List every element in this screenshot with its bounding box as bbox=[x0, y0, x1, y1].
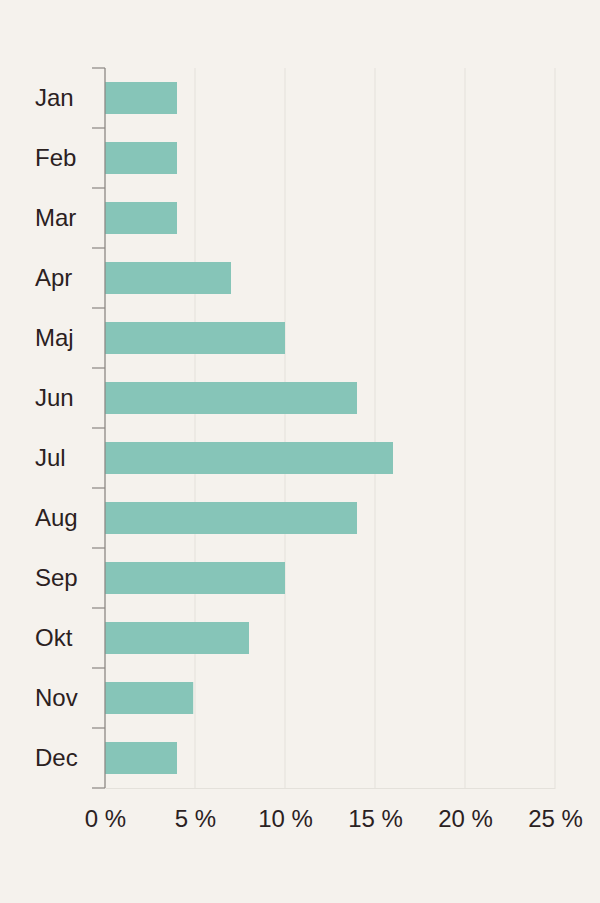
category-separator bbox=[92, 247, 105, 248]
grid-line bbox=[375, 68, 376, 788]
tick-label: 20 % bbox=[438, 805, 493, 832]
tick: 0 % bbox=[85, 788, 126, 832]
chart-svg: Jan Feb Mar Apr Maj Jun Jul Aug Sep Okt Nov Dec 0 % 5… bbox=[0, 0, 600, 903]
grid-line bbox=[465, 68, 466, 788]
category-label: Feb bbox=[35, 144, 76, 171]
bar bbox=[105, 82, 177, 114]
bar bbox=[105, 142, 177, 174]
category-label: Mar bbox=[35, 204, 76, 231]
category-label: Nov bbox=[35, 684, 78, 711]
bar bbox=[105, 502, 357, 534]
category-separator bbox=[92, 367, 105, 368]
bar bbox=[105, 202, 177, 234]
bar bbox=[105, 742, 177, 774]
category-separator bbox=[92, 667, 105, 668]
category-separator bbox=[92, 187, 105, 188]
category-label: Apr bbox=[35, 264, 72, 291]
bar bbox=[105, 262, 231, 294]
category-separator bbox=[92, 427, 105, 428]
category-label: Jul bbox=[35, 444, 66, 471]
bar bbox=[105, 562, 285, 594]
value-axis: 0 % 5 % 10 % 15 % 20 % 25 % bbox=[85, 788, 583, 832]
category-separator bbox=[92, 127, 105, 128]
tick: 25 % bbox=[528, 788, 583, 832]
axis-line bbox=[106, 788, 556, 789]
grid-line bbox=[285, 68, 286, 788]
category-label: Okt bbox=[35, 624, 73, 651]
category-separator bbox=[92, 607, 105, 608]
chart-container: Jan Feb Mar Apr Maj Jun Jul Aug Sep Okt Nov Dec 0 % 5… bbox=[0, 0, 600, 903]
category-label: Jan bbox=[35, 84, 74, 111]
category-label: Jun bbox=[35, 384, 74, 411]
background bbox=[0, 0, 600, 903]
category-separator bbox=[92, 727, 105, 728]
grid bbox=[105, 68, 555, 788]
category-label: Maj bbox=[35, 324, 74, 351]
category-separator bbox=[92, 307, 105, 308]
tick-label: 5 % bbox=[175, 805, 216, 832]
grid-line bbox=[555, 68, 556, 788]
tick: 5 % bbox=[175, 788, 216, 832]
category-axis: Jan Feb Mar Apr Maj Jun Jul Aug Sep Okt Nov Dec bbox=[35, 68, 105, 788]
grid-line bbox=[195, 68, 196, 788]
bar bbox=[105, 382, 357, 414]
category-label: Sep bbox=[35, 564, 78, 591]
bar bbox=[105, 622, 249, 654]
bar bbox=[105, 442, 393, 474]
tick-label: 0 % bbox=[85, 805, 126, 832]
category-label: Dec bbox=[35, 744, 78, 771]
category-separator bbox=[92, 547, 105, 548]
category-label: Aug bbox=[35, 504, 78, 531]
bar bbox=[105, 322, 285, 354]
category-separator bbox=[92, 67, 105, 68]
tick: 20 % bbox=[438, 788, 493, 832]
bars bbox=[105, 82, 393, 774]
tick: 15 % bbox=[348, 788, 403, 832]
tick-label: 15 % bbox=[348, 805, 403, 832]
tick: 10 % bbox=[258, 788, 313, 832]
tick-label: 10 % bbox=[258, 805, 313, 832]
tick-label: 25 % bbox=[528, 805, 583, 832]
category-separator bbox=[92, 787, 105, 788]
category-separator bbox=[92, 487, 105, 488]
bar bbox=[105, 682, 193, 714]
